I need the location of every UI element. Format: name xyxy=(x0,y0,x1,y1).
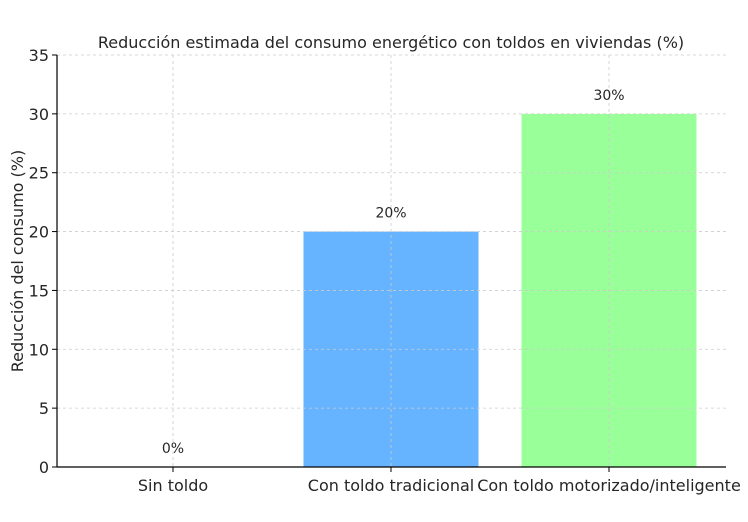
y-tick-label: 5 xyxy=(39,399,49,418)
chart-title: Reducción estimada del consumo energétic… xyxy=(98,33,684,52)
y-tick-label: 10 xyxy=(29,340,49,359)
y-tick-label: 30 xyxy=(29,105,49,124)
bars xyxy=(303,113,697,467)
x-tick-label: Con toldo motorizado/inteligente xyxy=(477,476,741,495)
y-axis-label: Reducción del consumo (%) xyxy=(8,150,27,372)
y-tick-label: 0 xyxy=(39,458,49,477)
y-tick-label: 15 xyxy=(29,281,49,300)
grid xyxy=(57,54,726,468)
ticks: 0 5 10 15 20 25 30 35 Sin toldo Con toldo tradici… xyxy=(29,46,741,495)
y-tick-label: 35 xyxy=(29,46,49,65)
data-labels: 0% 20% 30% xyxy=(162,88,625,457)
data-label: 30% xyxy=(593,88,624,104)
data-label: 0% xyxy=(162,441,184,457)
x-tick-label: Sin toldo xyxy=(138,476,208,495)
x-tick-label: Con toldo tradicional xyxy=(308,476,474,495)
y-tick-label: 20 xyxy=(29,223,49,242)
data-label: 20% xyxy=(375,206,406,222)
y-tick-label: 25 xyxy=(29,164,49,183)
